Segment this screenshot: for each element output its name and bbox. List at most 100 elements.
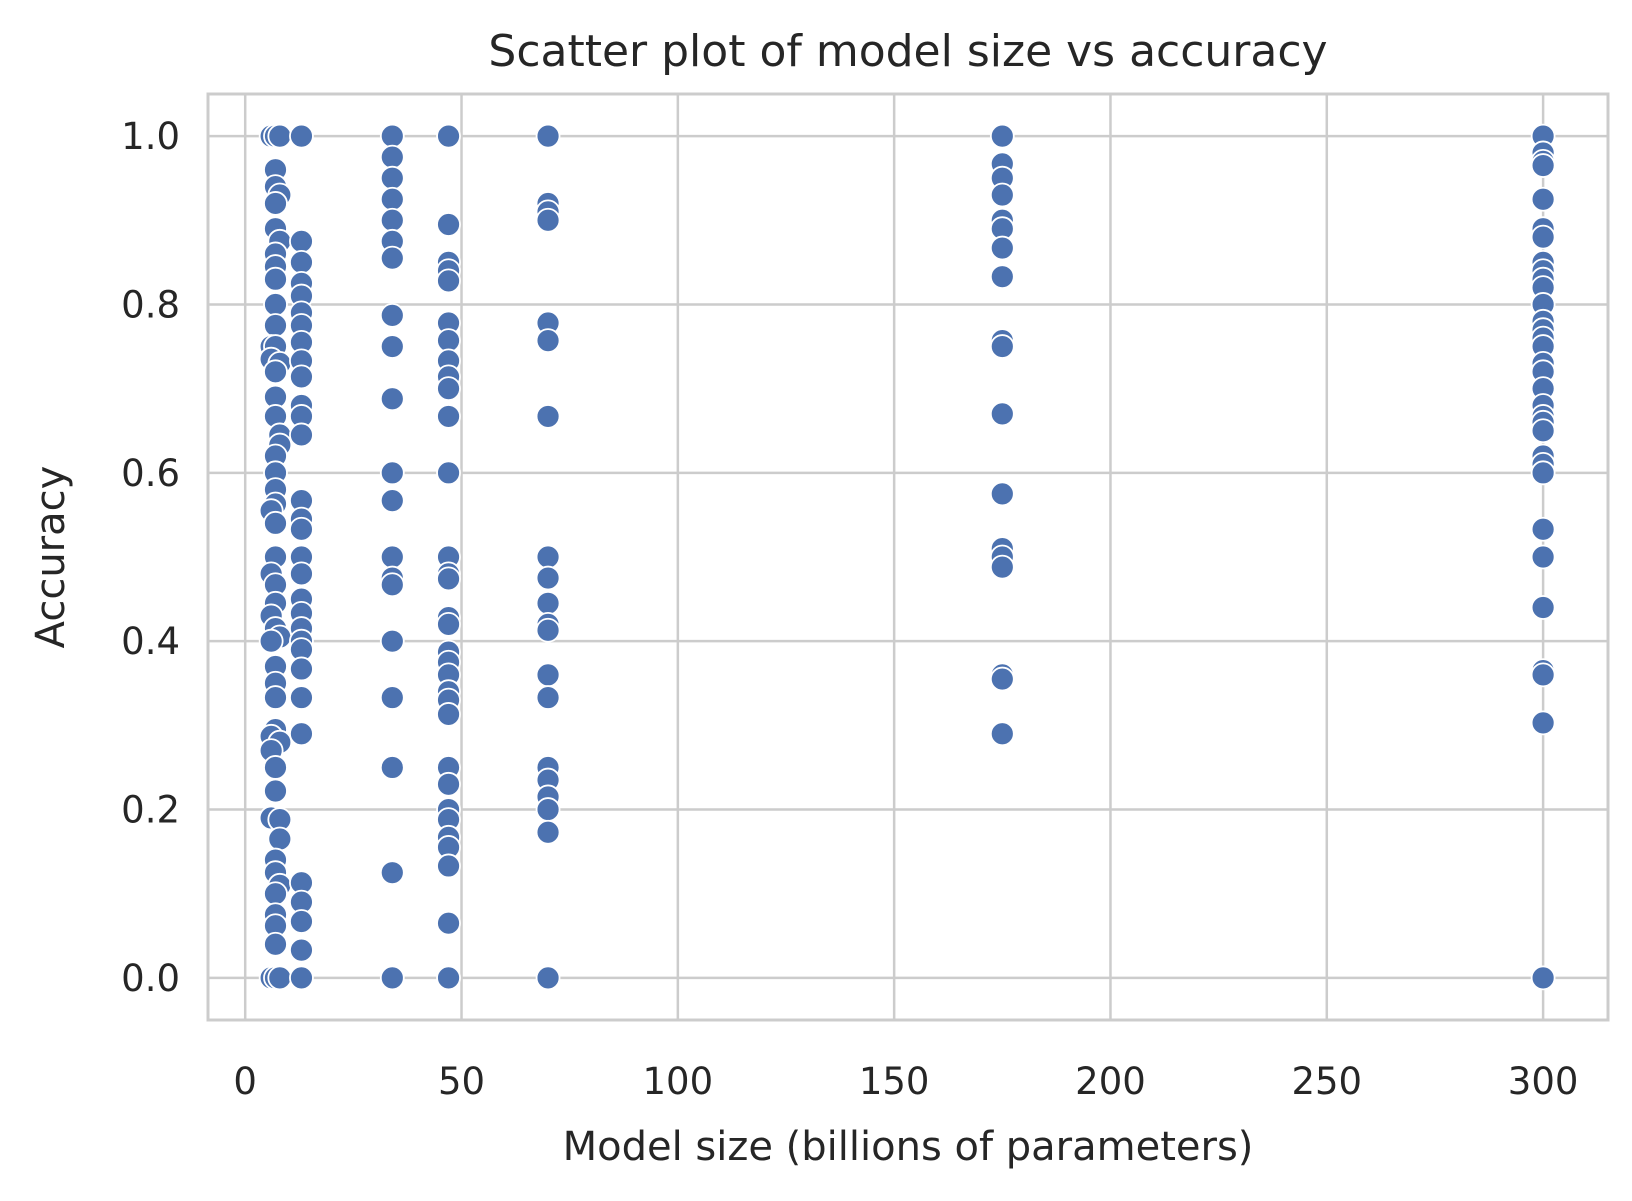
x-tick-labels: 0 50 100 150 200 250 300: [233, 1060, 1578, 1103]
y-tick-label: 1.0: [121, 115, 180, 158]
x-tick-label: 150: [859, 1060, 930, 1103]
data-point: [289, 656, 314, 682]
data-point: [1530, 460, 1556, 486]
grid-lines: [208, 94, 1608, 1020]
data-point: [1530, 418, 1556, 444]
data-point: [263, 778, 288, 804]
data-point: [379, 207, 405, 233]
y-tick-labels: 0.0 0.2 0.4 0.6 0.8 1.0: [121, 115, 180, 1000]
data-point: [436, 460, 461, 486]
data-point: [1530, 153, 1556, 178]
data-point: [263, 755, 288, 780]
data-point: [989, 334, 1015, 359]
data-point: [379, 488, 405, 514]
data-point: [535, 797, 561, 822]
data-point: [263, 685, 288, 710]
data-point: [379, 165, 405, 191]
data-point: [436, 965, 461, 991]
x-tick-label: 200: [1075, 1060, 1146, 1103]
data-point: [989, 554, 1015, 580]
data-point: [263, 359, 288, 385]
data-point: [989, 721, 1015, 747]
data-point: [263, 931, 288, 957]
plot-frame: [206, 92, 1610, 1022]
data-point: [989, 401, 1015, 427]
data-point: [1530, 186, 1556, 212]
data-point: [1530, 965, 1556, 991]
data-point: [535, 123, 561, 149]
data-point: [263, 881, 288, 907]
data-point: [289, 937, 314, 963]
data-point: [289, 249, 314, 275]
data-point: [535, 662, 561, 688]
data-point: [535, 328, 561, 354]
data-point: [267, 965, 293, 991]
data-point: [289, 561, 314, 587]
x-tick-label: 50: [438, 1060, 485, 1103]
data-point: [436, 404, 461, 429]
y-tick-label: 0.0: [121, 957, 180, 1000]
data-point: [379, 755, 405, 780]
x-axis-label: Model size (billions of parameters): [563, 1124, 1254, 1170]
data-point: [289, 721, 314, 747]
data-point: [379, 544, 405, 570]
data-point: [436, 123, 461, 149]
data-point: [263, 191, 288, 216]
y-tick-label: 0.2: [121, 789, 180, 832]
data-point: [379, 123, 405, 149]
y-axis-label: Accuracy: [28, 466, 74, 649]
data-point: [1530, 544, 1556, 570]
data-point: [379, 302, 405, 328]
data-point: [989, 481, 1015, 507]
data-point: [379, 144, 405, 170]
data-point: [379, 386, 405, 412]
data-point: [263, 292, 288, 317]
x-tick-label: 300: [1508, 1060, 1579, 1103]
y-tick-label: 0.4: [121, 620, 180, 663]
data-point: [436, 212, 461, 237]
data-point: [989, 123, 1015, 149]
data-point: [379, 245, 405, 271]
data-point: [263, 266, 288, 292]
data-point: [379, 685, 405, 710]
data-point: [535, 685, 561, 710]
data-point: [289, 228, 314, 254]
data-point: [289, 123, 314, 149]
data-point: [535, 404, 561, 429]
data-point: [989, 666, 1015, 692]
data-point: [379, 572, 405, 598]
data-point: [263, 510, 288, 536]
data-point: [289, 685, 314, 710]
data-point: [436, 702, 461, 727]
data-point: [258, 628, 284, 654]
x-tick-label: 100: [643, 1060, 714, 1103]
data-point: [436, 853, 461, 879]
data-point: [535, 819, 561, 845]
data-point: [535, 965, 561, 991]
data-point: [436, 268, 461, 294]
data-point: [1530, 224, 1556, 250]
data-point: [535, 590, 561, 616]
data-point: [436, 910, 461, 936]
data-point: [1530, 516, 1556, 542]
chart-title: Scatter plot of model size vs accuracy: [488, 26, 1327, 77]
data-point: [535, 617, 561, 643]
data-point: [989, 264, 1015, 290]
data-point: [289, 965, 314, 991]
data-point: [989, 182, 1015, 208]
x-tick-label: 0: [233, 1060, 257, 1103]
data-point: [436, 566, 461, 592]
data-point: [379, 460, 405, 486]
data-point: [989, 235, 1015, 261]
data-point: [267, 826, 293, 852]
data-point: [289, 422, 314, 448]
data-point: [379, 628, 405, 654]
data-point: [267, 123, 293, 149]
data-point: [289, 909, 314, 934]
data-point: [535, 207, 561, 233]
data-point: [289, 516, 314, 542]
data-point: [535, 544, 561, 570]
data-point: [379, 860, 405, 886]
